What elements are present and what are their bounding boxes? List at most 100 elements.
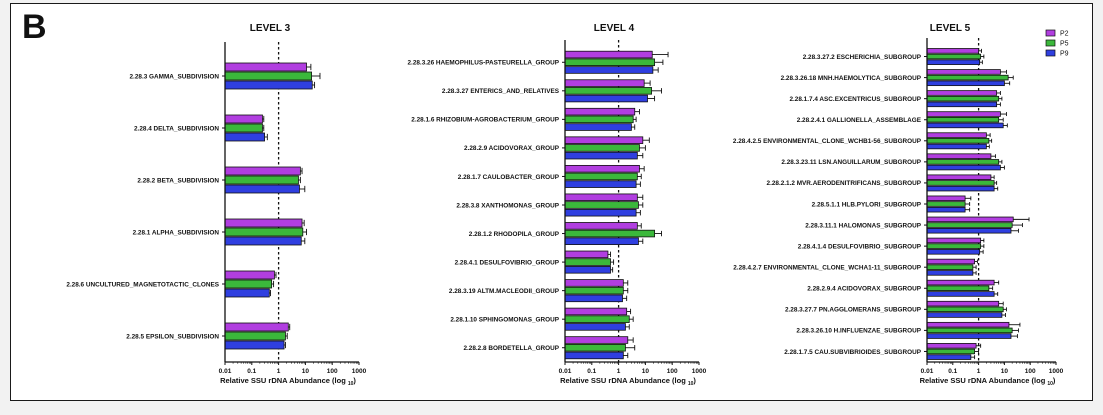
- bar-P2: [926, 321, 1010, 328]
- category-label: 2.28.2.1.2 MVR.AERODENITRIFICANS_SUBGROU…: [767, 180, 922, 187]
- category-label: 2.28.5 EPSILON_SUBDIVISION: [126, 333, 219, 340]
- x-axis-label-text: Relative SSU rDNA Abundance (log: [920, 376, 1048, 385]
- x-tick-label: 0.1: [587, 368, 596, 375]
- bar-P9: [926, 249, 981, 255]
- bar-P5: [926, 53, 982, 60]
- x-axis-label: Relative SSU rDNA Abundance (log 10): [920, 376, 1056, 387]
- x-tick-label: 1000: [692, 368, 707, 375]
- bar-P9: [564, 151, 638, 160]
- bar-P5: [564, 115, 634, 124]
- bar-P2: [926, 279, 995, 286]
- bar-P2: [926, 343, 977, 349]
- bar-P9: [224, 184, 300, 194]
- bar-P9: [224, 288, 270, 298]
- x-tick-label: 1000: [1049, 368, 1064, 375]
- bar-P2: [926, 153, 992, 159]
- bar-P2: [926, 111, 1001, 117]
- bar-P5: [926, 327, 1013, 334]
- x-tick-label: 0.01: [219, 368, 232, 375]
- bar-P9: [926, 122, 1004, 129]
- x-tick-label: 100: [1025, 368, 1036, 375]
- bar-P9: [564, 123, 632, 131]
- bar-P2: [926, 300, 1000, 307]
- x-axis-label-close: ): [353, 376, 356, 385]
- category-label: 2.28.3.26.10 H.INFLUENZAE_SUBGROUP: [796, 328, 921, 335]
- x-tick-label: 0.1: [948, 368, 957, 375]
- chart-level-5: LEVEL 5 2.28.3.27.2 ESCHERICHIA_SUBGROUP 2…: [733, 23, 1069, 387]
- bar-P9: [564, 351, 624, 360]
- bar-P5: [564, 286, 624, 295]
- bar-P2: [926, 237, 982, 244]
- bar-P2: [564, 250, 609, 259]
- legend-swatch-P5: [1045, 39, 1056, 47]
- bar-P2: [926, 174, 992, 180]
- bar-P5: [926, 74, 1009, 81]
- bar-P9: [564, 237, 639, 246]
- bar-P2: [926, 69, 1001, 75]
- x-axis-label: Relative SSU rDNA Abundance (log 10): [220, 376, 356, 387]
- category-label: 2.28.2 BETA_SUBDIVISION: [137, 177, 219, 184]
- bar-P2: [564, 222, 638, 230]
- bar-P2: [564, 279, 624, 287]
- bar-P9: [564, 180, 637, 188]
- bar-P5: [224, 123, 263, 133]
- category-label: 2.28.3.26.18 MNH.HAEMOLYTICA_SUBGROUP: [781, 75, 922, 82]
- bar-P5: [926, 264, 974, 270]
- bar-P2: [224, 114, 263, 124]
- bar-P5: [926, 348, 976, 355]
- bar-P2: [926, 132, 987, 138]
- x-tick-label: 10: [642, 368, 650, 375]
- category-label: 2.28.4.2.5 ENVIRONMENTAL_CLONE_WCHB1-56_…: [733, 138, 922, 145]
- panel-label: B: [22, 8, 47, 46]
- bar-P5: [564, 58, 655, 67]
- legend: P2 P5 P9: [1045, 29, 1069, 58]
- bar-P2: [564, 107, 636, 116]
- bar-P2: [564, 193, 638, 202]
- category-label: 2.28.1.2 RHODOPILA_GROUP: [469, 231, 560, 238]
- bar-P2: [926, 48, 979, 54]
- bar-P9: [926, 333, 1012, 339]
- bar-P5: [224, 227, 304, 237]
- category-label: 2.28.1.10 SPHINGOMONAS_GROUP: [450, 316, 559, 323]
- chart-title: LEVEL 3: [250, 23, 291, 34]
- bar-P5: [564, 258, 611, 266]
- category-label: 2.28.3 GAMMA_SUBDIVISION: [130, 73, 220, 80]
- legend-swatch-P9: [1045, 49, 1056, 57]
- bar-P5: [224, 331, 286, 341]
- x-tick-label: 100: [327, 368, 338, 375]
- bar-P5: [224, 279, 273, 289]
- bar-P5: [926, 116, 1000, 123]
- category-label: 2.28.1.7.5 CAU.SUBVIBRIOIDES_SUBGROUP: [784, 349, 921, 356]
- x-tick-label: 0.1: [247, 368, 256, 375]
- category-label: 2.28.3.8 XANTHOMONAS_GROUP: [456, 202, 559, 209]
- bar-P2: [564, 79, 645, 87]
- x-axis-label-close: ): [1053, 376, 1056, 385]
- category-label: 2.28.4.1 DESULFOVIBRIO_GROUP: [455, 259, 560, 266]
- bar-P9: [224, 236, 302, 246]
- x-tick-label: 1000: [352, 368, 367, 375]
- bar-P9: [926, 143, 987, 150]
- bar-P5: [926, 201, 966, 207]
- x-axis-label-subscript: 10: [348, 381, 354, 387]
- bar-P5: [926, 95, 1000, 102]
- legend-swatch-P2: [1045, 29, 1056, 37]
- bar-P2: [926, 216, 1014, 223]
- bar-P5: [564, 229, 655, 238]
- bar-P9: [926, 80, 1005, 87]
- legend-label: P9: [1060, 51, 1069, 58]
- category-label: 2.28.3.26 HAEMOPHILUS-PASTEURELLA_GROUP: [407, 60, 559, 67]
- chart-title: LEVEL 5: [930, 23, 971, 34]
- bar-P9: [926, 228, 1012, 234]
- bar-P2: [926, 195, 966, 202]
- category-label: 2.28.3.27 ENTERICS_AND_RELATIVES: [442, 88, 560, 95]
- x-tick-label: 1: [617, 368, 621, 375]
- bar-P9: [926, 206, 966, 213]
- category-label: 2.28.1.6 RHIZOBIUM-AGROBACTERIUM_GROUP: [411, 117, 559, 124]
- x-axis-label-text: Relative SSU rDNA Abundance (log: [220, 376, 348, 385]
- bar-P5: [926, 285, 990, 292]
- bar-P2: [224, 218, 303, 228]
- x-tick-label: 10: [302, 368, 310, 375]
- bar-P5: [926, 180, 995, 186]
- category-label: 2.28.4.1.4 DESULFOVIBRIO_SUBGROUP: [798, 243, 922, 250]
